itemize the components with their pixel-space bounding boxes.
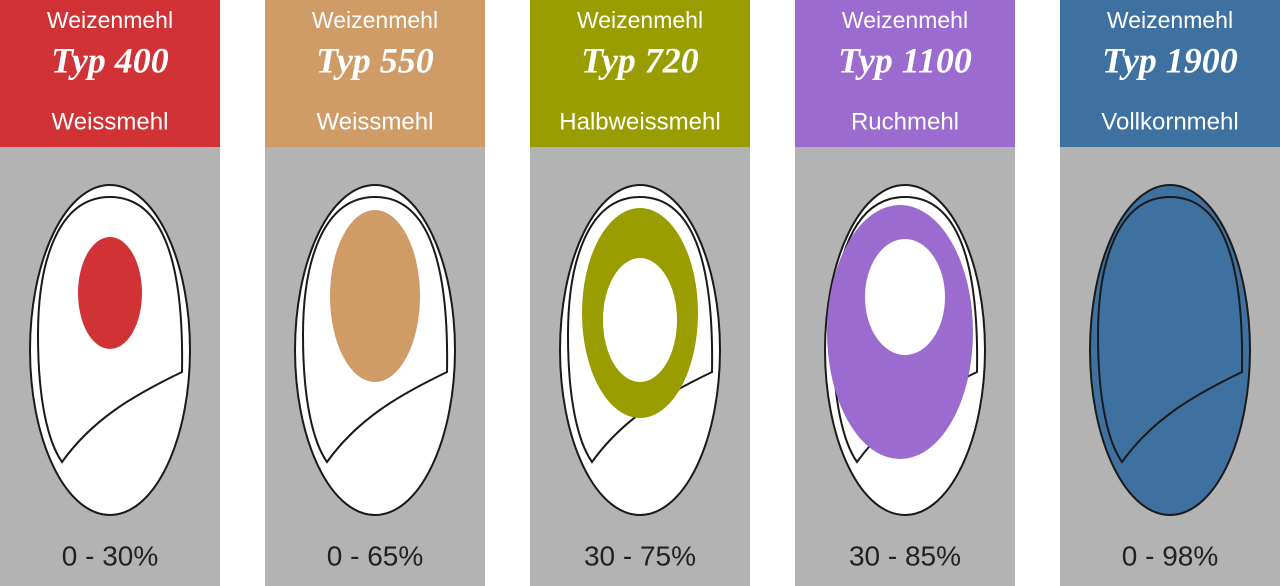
excluded-zone [865, 239, 945, 355]
type-label: Typ 400 [51, 40, 169, 80]
card-header [795, 0, 1015, 147]
range-label: 0 - 65% [327, 540, 424, 571]
type-label: Typ 720 [581, 40, 699, 80]
range-label: 30 - 75% [584, 540, 696, 571]
range-label: 0 - 98% [1122, 540, 1219, 571]
flour-card: Weizenmehl Typ 400 Weissmehl 0 - 30% [0, 0, 220, 586]
grain-inner-outline [1096, 195, 1244, 464]
flour-card: Weizenmehl Typ 720 Halbweissmehl 30 - 75% [530, 0, 750, 586]
flour-label: Weizenmehl [47, 7, 173, 33]
flour-label: Weizenmehl [1107, 7, 1233, 33]
grain-inner-outline [36, 195, 184, 464]
flour-card: Weizenmehl Typ 1100 Ruchmehl 30 - 85% [795, 0, 1015, 586]
extraction-zone [330, 210, 420, 382]
flour-card: Weizenmehl Typ 1900 Vollkornmehl 0 - 98% [1060, 0, 1280, 586]
type-label: Typ 1100 [838, 40, 972, 80]
card-header [0, 0, 220, 147]
extraction-zone [78, 237, 142, 349]
flour-label: Weizenmehl [312, 7, 438, 33]
type-label: Typ 1900 [1102, 40, 1238, 80]
card-header [530, 0, 750, 147]
name-label: Weissmehl [52, 108, 169, 135]
name-label: Vollkornmehl [1101, 108, 1238, 135]
excluded-zone [603, 258, 677, 382]
card-header [1060, 0, 1280, 147]
grain-inner-outline [301, 195, 449, 464]
name-label: Weissmehl [317, 108, 434, 135]
name-label: Ruchmehl [851, 108, 959, 135]
flour-label: Weizenmehl [577, 7, 703, 33]
flour-card: Weizenmehl Typ 550 Weissmehl 0 - 65% [265, 0, 485, 586]
name-label: Halbweissmehl [559, 108, 720, 135]
flour-label: Weizenmehl [842, 7, 968, 33]
grain-outline [1089, 184, 1251, 516]
type-label: Typ 550 [316, 40, 434, 80]
range-label: 0 - 30% [62, 540, 159, 571]
range-label: 30 - 85% [849, 540, 961, 571]
grain-inner-outline [566, 195, 714, 464]
card-header [265, 0, 485, 147]
grain-outline [29, 184, 191, 516]
